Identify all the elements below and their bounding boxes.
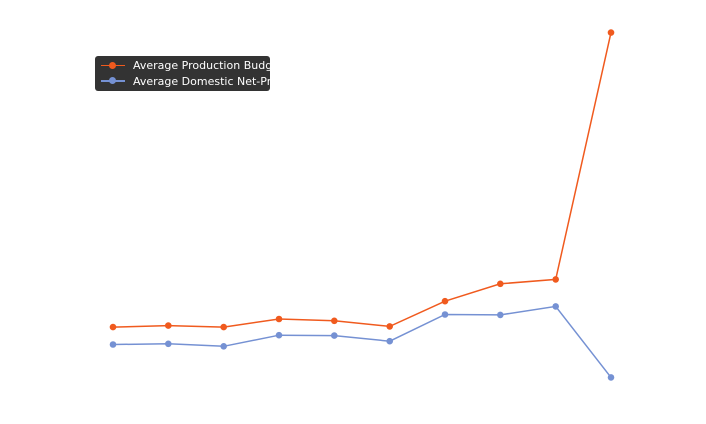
data-point-s1-8 <box>552 303 559 310</box>
legend-swatch-production-budget <box>101 61 125 71</box>
data-point-s1-0 <box>109 341 117 348</box>
legend-label-production-budget: Average Production Budget <box>133 59 284 73</box>
data-point-s0-3 <box>275 315 283 323</box>
data-point-s1-9 <box>607 374 615 381</box>
series-line-1 <box>112 305 612 378</box>
legend-label-domestic-net-profit: Average Domestic Net-Profit <box>133 74 289 88</box>
chart-legend: Average Production Budget Average Domest… <box>95 56 289 91</box>
data-point-s1-1 <box>165 340 172 348</box>
data-point-s0-6 <box>441 297 449 305</box>
data-point-s1-3 <box>275 331 283 339</box>
data-point-s1-6 <box>441 311 449 318</box>
data-point-s0-9 <box>607 29 615 36</box>
legend-swatch-domestic-net-profit <box>101 76 125 86</box>
legend-item-production-budget: Average Production Budget <box>101 58 283 74</box>
data-point-s0-1 <box>165 322 172 329</box>
data-point-s0-8 <box>552 276 559 283</box>
data-point-s0-0 <box>109 323 117 331</box>
data-point-s1-4 <box>331 332 338 339</box>
data-point-s0-4 <box>331 317 338 325</box>
data-point-s0-5 <box>386 323 394 330</box>
series-line-0 <box>112 32 612 328</box>
data-point-s0-2 <box>220 323 227 331</box>
data-point-s1-7 <box>497 311 504 319</box>
data-point-s1-2 <box>220 343 227 350</box>
data-point-s1-5 <box>386 337 394 345</box>
data-point-s0-7 <box>497 280 504 288</box>
legend-item-domestic-net-profit: Average Domestic Net-Profit <box>101 74 289 90</box>
